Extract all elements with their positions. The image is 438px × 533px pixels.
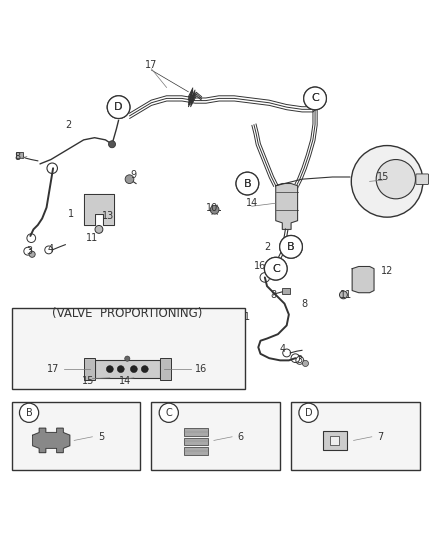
Circle shape <box>236 172 259 195</box>
Text: 10: 10 <box>206 203 219 213</box>
Text: 2: 2 <box>264 242 270 252</box>
Text: 4: 4 <box>279 344 286 354</box>
Circle shape <box>351 146 423 217</box>
Bar <box>151 402 280 470</box>
Circle shape <box>19 403 39 422</box>
Circle shape <box>159 403 178 422</box>
Text: D: D <box>305 408 312 418</box>
Text: 14: 14 <box>119 376 131 386</box>
Text: 3: 3 <box>297 356 303 365</box>
Circle shape <box>95 225 103 233</box>
Circle shape <box>29 251 35 257</box>
Text: 8: 8 <box>301 298 307 309</box>
Circle shape <box>280 236 302 258</box>
Text: 15: 15 <box>82 376 94 386</box>
Text: 16: 16 <box>195 364 208 374</box>
Text: 11: 11 <box>86 233 99 243</box>
Text: 2: 2 <box>65 119 71 130</box>
Text: 12: 12 <box>381 266 393 276</box>
Polygon shape <box>276 183 297 229</box>
Circle shape <box>141 366 148 373</box>
Text: 15: 15 <box>377 172 389 182</box>
Text: 13: 13 <box>102 211 114 221</box>
Circle shape <box>376 159 416 199</box>
Text: B: B <box>287 242 295 252</box>
Text: D: D <box>114 102 123 112</box>
Text: B: B <box>26 408 32 418</box>
Bar <box>184 428 208 435</box>
Bar <box>329 436 339 445</box>
Text: 8: 8 <box>14 152 20 163</box>
Text: B: B <box>244 179 251 189</box>
Text: C: C <box>166 408 172 418</box>
Circle shape <box>304 87 326 110</box>
Bar <box>12 308 245 389</box>
Circle shape <box>117 366 124 373</box>
Text: 7: 7 <box>378 432 384 442</box>
Polygon shape <box>84 195 114 225</box>
Text: 1: 1 <box>244 312 251 322</box>
Polygon shape <box>33 428 70 453</box>
Text: 17: 17 <box>47 364 59 374</box>
Circle shape <box>304 87 326 110</box>
Text: 4: 4 <box>48 244 54 254</box>
Polygon shape <box>352 266 374 293</box>
Text: 9: 9 <box>131 170 137 180</box>
Text: C: C <box>272 264 279 273</box>
Text: D: D <box>114 102 123 112</box>
Circle shape <box>107 96 130 118</box>
Text: B: B <box>244 179 251 189</box>
Bar <box>184 447 208 455</box>
Text: 17: 17 <box>145 60 158 70</box>
Text: 8: 8 <box>271 290 277 300</box>
FancyBboxPatch shape <box>416 174 428 184</box>
Circle shape <box>125 175 134 183</box>
Circle shape <box>107 96 130 118</box>
Text: C: C <box>272 264 279 273</box>
FancyBboxPatch shape <box>16 152 22 158</box>
Text: 5: 5 <box>98 432 104 442</box>
Text: C: C <box>311 93 319 103</box>
Circle shape <box>299 403 318 422</box>
Circle shape <box>106 366 113 373</box>
Circle shape <box>236 172 259 195</box>
Bar <box>291 402 420 470</box>
Circle shape <box>302 360 308 367</box>
Circle shape <box>109 141 116 148</box>
Text: B: B <box>287 242 295 252</box>
Circle shape <box>280 236 302 258</box>
Circle shape <box>265 257 287 280</box>
FancyBboxPatch shape <box>283 288 290 294</box>
Bar <box>184 438 208 445</box>
Bar <box>160 358 171 381</box>
Circle shape <box>131 366 138 373</box>
Circle shape <box>339 291 347 299</box>
Circle shape <box>125 356 130 361</box>
Text: 1: 1 <box>67 209 74 219</box>
Text: 16: 16 <box>254 261 267 271</box>
Circle shape <box>210 205 219 214</box>
Bar <box>12 402 141 470</box>
Bar <box>84 358 95 381</box>
Text: 3: 3 <box>26 246 32 256</box>
Text: 11: 11 <box>339 290 352 300</box>
Bar <box>323 431 347 450</box>
Circle shape <box>265 257 287 280</box>
Text: 14: 14 <box>246 198 258 208</box>
Text: C: C <box>311 93 319 103</box>
Text: 6: 6 <box>238 432 244 442</box>
Text: (VALVE  PROPORTIONING): (VALVE PROPORTIONING) <box>52 307 202 320</box>
Bar <box>95 360 160 378</box>
